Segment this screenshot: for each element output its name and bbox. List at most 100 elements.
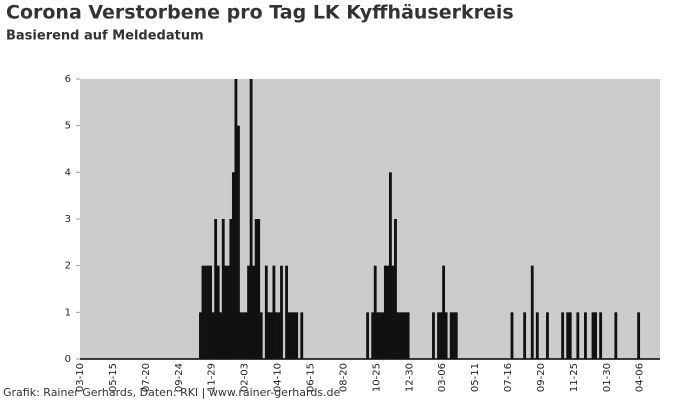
chart-title: Corona Verstorbene pro Tag LK Kyffhäuser…: [6, 2, 514, 24]
bar: [295, 312, 299, 359]
y-tick-label: 3: [65, 214, 71, 225]
bar: [300, 312, 304, 359]
footer: Grafik: Rainer Gerhards, Daten: RKI | ww…: [3, 386, 341, 399]
bar: [566, 312, 570, 359]
bar: [401, 312, 405, 359]
x-tick-label: 07-20: [141, 363, 152, 392]
bar: [254, 219, 258, 359]
bar: [386, 265, 390, 359]
bar: [535, 312, 539, 359]
bar: [376, 312, 380, 359]
bar: [257, 219, 261, 359]
x-tick-label: 09-20: [536, 363, 547, 392]
x-tick-label: 03-10: [75, 363, 86, 392]
bar: [280, 265, 283, 359]
x-tick-label: 04-10: [273, 363, 284, 392]
bar: [252, 265, 256, 359]
bar: [242, 312, 245, 359]
bar: [247, 265, 250, 359]
bar: [231, 172, 235, 359]
bar: [396, 312, 400, 359]
bar: [510, 312, 514, 359]
bar: [292, 312, 296, 359]
bar: [267, 312, 271, 359]
bar: [584, 312, 587, 359]
bar: [211, 312, 215, 359]
bar: [388, 172, 392, 359]
bar: [237, 125, 240, 360]
bar: [206, 265, 210, 359]
bar: [244, 312, 248, 359]
bar: [406, 312, 410, 359]
bar: [229, 219, 233, 359]
y-tick-label: 1: [65, 307, 71, 318]
bar: [576, 312, 580, 359]
x-tick-label: 02-03: [240, 363, 251, 392]
bar: [454, 312, 458, 359]
bar: [561, 312, 565, 359]
bar: [219, 312, 223, 359]
bar: [439, 312, 443, 359]
x-tick-label: 10-25: [371, 363, 382, 392]
bar: [394, 219, 397, 359]
x-tick-label: 04-06: [635, 363, 646, 392]
bar: [290, 312, 294, 359]
chart-subtitle: Basierend auf Meldedatum: [6, 29, 204, 44]
bar: [199, 312, 202, 359]
bar: [637, 312, 641, 359]
y-tick-label: 2: [65, 261, 71, 272]
x-tick-label: 09-24: [174, 363, 185, 392]
bar: [391, 265, 395, 359]
x-tick-label: 12-30: [404, 363, 415, 392]
bar: [594, 312, 597, 359]
bar: [275, 312, 278, 359]
bar: [249, 79, 253, 359]
bar: [234, 79, 238, 359]
bar: [614, 312, 618, 359]
bar: [216, 265, 220, 359]
bar: [378, 312, 382, 359]
x-tick-label: 08-20: [338, 363, 349, 392]
x-tick-label: 07-16: [503, 363, 514, 392]
bar: [259, 312, 263, 359]
x-tick-label: 03-06: [437, 363, 448, 392]
bar: [452, 312, 456, 359]
bar: [568, 312, 572, 359]
y-tick-label: 0: [65, 354, 71, 365]
y-tick-label: 5: [65, 121, 71, 132]
bar: [224, 265, 228, 359]
bar: [373, 265, 377, 359]
bar: [599, 312, 603, 359]
x-tick-label: 01-30: [602, 363, 613, 392]
bar: [381, 312, 385, 359]
bar: [277, 312, 281, 359]
bar: [201, 265, 205, 359]
bar: [523, 312, 527, 359]
bar: [366, 312, 370, 359]
plot-area: [80, 79, 660, 359]
x-tick-label: 06-15: [305, 363, 316, 392]
x-tick-label: 11-29: [207, 363, 218, 392]
bar: [442, 265, 446, 359]
bar: [214, 219, 218, 359]
bar: [444, 312, 448, 359]
x-tick-label: 05-15: [108, 363, 119, 392]
bar: [399, 312, 402, 359]
bar: [437, 312, 440, 359]
x-tick-label: 11-25: [569, 363, 580, 392]
bar: [432, 312, 435, 359]
bar: [383, 265, 387, 359]
bar: [204, 265, 207, 359]
x-tick-label: 05-11: [470, 363, 481, 392]
bar: [371, 312, 375, 359]
bar: [285, 265, 288, 359]
bar: [269, 312, 273, 359]
bar: [239, 312, 243, 359]
bar: [221, 219, 225, 359]
bar: [404, 312, 408, 359]
bar: [449, 312, 453, 359]
bar: [546, 312, 549, 359]
y-tick-label: 4: [65, 167, 71, 178]
bar: [591, 312, 595, 359]
